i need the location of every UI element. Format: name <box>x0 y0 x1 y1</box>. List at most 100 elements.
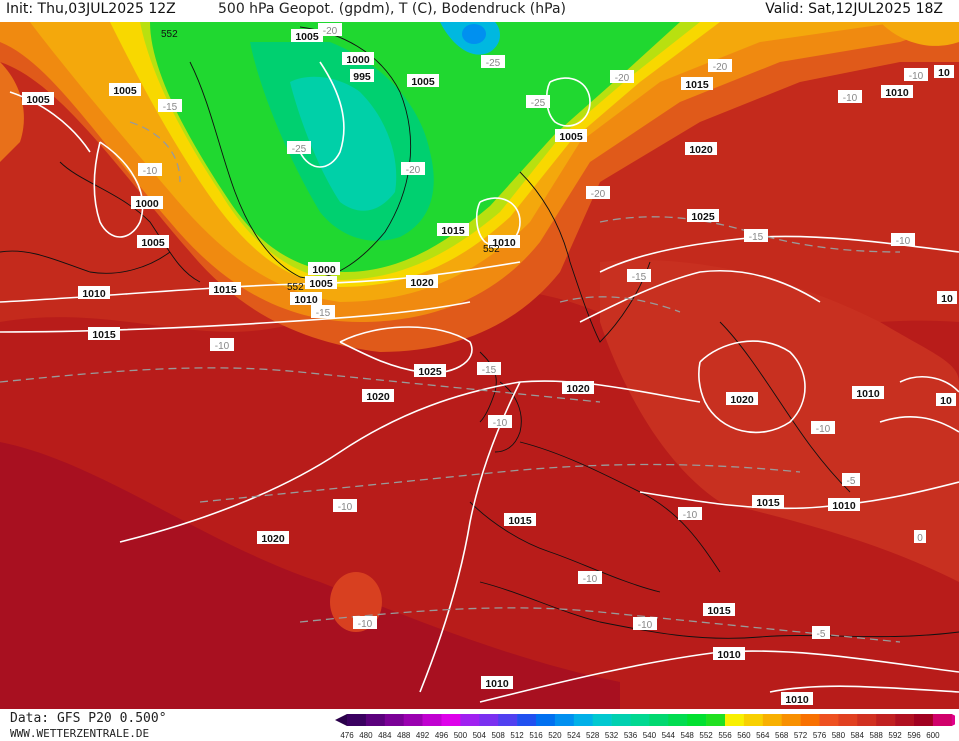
pressure-label: 1010 <box>785 694 809 706</box>
pressure-label: 1020 <box>689 144 713 156</box>
legend-tick-label: 600 <box>926 731 940 740</box>
legend-tick-label: 476 <box>340 731 354 740</box>
legend-swatch <box>365 714 386 726</box>
temperature-label: -10 <box>816 424 831 435</box>
pressure-label: 1010 <box>885 87 909 99</box>
legend-swatch <box>611 714 631 726</box>
temperature-label: -20 <box>713 62 728 73</box>
temperature-label: -20 <box>615 73 630 84</box>
legend-swatch <box>668 714 688 726</box>
legend-swatch <box>932 714 953 726</box>
legend-tick-label: 568 <box>775 731 789 740</box>
geopotential-label: 552 <box>483 244 500 255</box>
pressure-label: 1005 <box>26 94 50 106</box>
legend-tick-label: 580 <box>832 731 846 740</box>
pressure-label: 1015 <box>756 497 780 509</box>
temperature-label: -15 <box>163 102 178 113</box>
pressure-label: 1005 <box>309 278 333 290</box>
legend-swatch <box>725 714 745 726</box>
pressure-label: 1010 <box>485 678 509 690</box>
legend-swatch <box>895 714 915 726</box>
pressure-labels: 1005 1000 995 1005 1005 1005 1005 1000 1… <box>22 29 957 706</box>
pressure-label: 1005 <box>295 31 319 43</box>
pressure-label: 995 <box>353 71 371 83</box>
legend-tick-label: 552 <box>699 731 713 740</box>
temperature-label: -25 <box>292 144 307 155</box>
isobars <box>0 61 959 703</box>
pressure-label: 10 <box>938 67 950 79</box>
pressure-label: 1005 <box>113 85 137 97</box>
geopotential-labels: 552 552 552 <box>161 29 500 293</box>
legend-swatch <box>498 714 518 726</box>
legend-tick-label: 588 <box>870 731 884 740</box>
pressure-label: 1010 <box>82 288 106 300</box>
pressure-label: 1010 <box>492 237 516 249</box>
legend-tick-label: 480 <box>359 731 373 740</box>
legend-tick-label: 544 <box>662 731 676 740</box>
site-name: WWW.WETTERZENTRALE.DE <box>10 727 150 740</box>
pressure-label: 1010 <box>294 294 318 306</box>
map-header: Init: Thu,03JUL2025 12Z 500 hPa Geopot. … <box>0 0 959 22</box>
legend-swatch <box>554 714 575 726</box>
legend-swatch <box>876 714 896 726</box>
legend-swatch <box>536 714 556 726</box>
legend-tick-label: 496 <box>435 731 449 740</box>
valid-time: Valid: Sat,12JUL2025 18Z <box>765 1 943 17</box>
color-legend: 476 480 484 488 492 496 500 504 508 512 516 520 524 5… <box>335 714 955 740</box>
pressure-label: 1020 <box>261 533 285 545</box>
pressure-label: 1010 <box>832 500 856 512</box>
legend-tick-label: 520 <box>548 731 562 740</box>
legend-swatch <box>838 714 858 726</box>
pressure-label: 1015 <box>92 329 116 341</box>
pressure-label: 1020 <box>366 391 390 403</box>
legend-swatch <box>857 714 877 726</box>
legend-swatch <box>479 714 499 726</box>
isotherms <box>0 121 901 643</box>
geopotential-label: 552 <box>161 29 178 40</box>
pressure-label: 10 <box>941 293 953 305</box>
init-time: Init: Thu,03JUL2025 12Z <box>6 1 176 17</box>
temperature-label: -15 <box>482 365 497 376</box>
temperature-labels: -20 -25 -25 -20 -20 -20 -15 -10 -25 -20 … <box>138 23 928 640</box>
pressure-label: 1015 <box>508 515 532 527</box>
legend-swatch <box>800 714 820 726</box>
temperature-label: -10 <box>909 71 924 82</box>
temperature-label: -10 <box>638 620 653 631</box>
temperature-label: -10 <box>338 502 353 513</box>
pressure-label: 1010 <box>856 388 880 400</box>
legend-tick-label: 524 <box>567 731 581 740</box>
pressure-label: 1020 <box>410 277 434 289</box>
temperature-label: -20 <box>323 26 338 37</box>
legend-swatch <box>687 714 707 726</box>
legend-tick-label: 488 <box>397 731 411 740</box>
legend-swatch <box>517 714 537 726</box>
temperature-label: -10 <box>683 510 698 521</box>
pressure-label: 1000 <box>346 54 370 66</box>
legend-tick-label: 508 <box>492 731 506 740</box>
legend-tick-label: 596 <box>907 731 921 740</box>
legend-swatch <box>630 714 650 726</box>
legend-tick-label: 492 <box>416 731 430 740</box>
pressure-label: 1005 <box>559 131 583 143</box>
legend-tick-label: 512 <box>510 731 524 740</box>
legend-arrow-left <box>335 714 347 726</box>
legend-tick-label: 592 <box>888 731 902 740</box>
legend-tick-label: 540 <box>643 731 657 740</box>
weather-map: 1005 1000 995 1005 1005 1005 1005 1000 1… <box>0 22 959 709</box>
temperature-label: -5 <box>817 629 826 640</box>
legend-swatch <box>706 714 726 726</box>
legend-swatch <box>781 714 801 726</box>
pressure-label: 1025 <box>691 211 715 223</box>
temperature-label: -10 <box>215 341 230 352</box>
pressure-label: 1005 <box>141 237 165 249</box>
data-source: Data: GFS P20 0.500° <box>10 711 167 726</box>
legend-swatch <box>592 714 612 726</box>
temperature-label: -15 <box>749 232 764 243</box>
legend-swatch <box>649 714 669 726</box>
temperature-label: 0 <box>917 533 923 544</box>
legend-tick-label: 560 <box>737 731 751 740</box>
legend-tick-label: 532 <box>605 731 619 740</box>
temperature-label: -10 <box>143 166 158 177</box>
pressure-label: 1025 <box>418 366 442 378</box>
legend-labels: 476 480 484 488 492 496 500 504 508 512 516 520 524 5… <box>340 731 940 740</box>
